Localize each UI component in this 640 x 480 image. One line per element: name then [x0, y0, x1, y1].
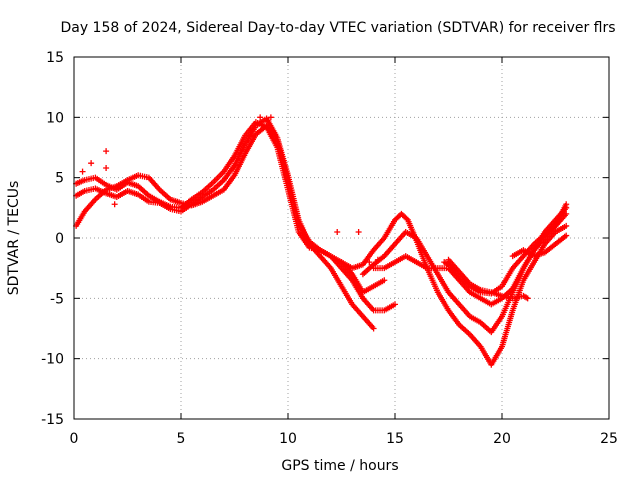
data-point: [103, 165, 110, 172]
data-point: [257, 114, 264, 121]
data-point: [267, 114, 274, 121]
series-satellite-track-B: [73, 115, 377, 332]
y-tick-label: 5: [55, 171, 64, 187]
data-point: [563, 210, 570, 217]
series-satellite-track-C: [73, 122, 398, 314]
x-tick-label: 0: [70, 431, 79, 447]
data-point: [370, 325, 377, 332]
data-point: [392, 301, 398, 308]
x-tick-label: 5: [177, 431, 186, 447]
data-point: [374, 256, 381, 263]
x-tick-label: 10: [279, 431, 297, 447]
data-point: [111, 201, 118, 208]
data-point: [563, 204, 570, 211]
x-tick-label: 15: [386, 431, 404, 447]
y-axis-label: SDTVAR / TECUs: [6, 181, 22, 296]
grid: [74, 57, 609, 419]
plot-frame: [73, 56, 610, 420]
series-satellite-track-I: [509, 232, 570, 260]
y-tick-label: 15: [46, 50, 64, 66]
chart-title: Day 158 of 2024, Sidereal Day-to-day VTE…: [60, 20, 615, 36]
series-satellite-track-H: [445, 256, 531, 302]
series-scattered-spikes: [79, 114, 381, 266]
y-tick-label: -5: [50, 291, 64, 307]
data-point: [103, 148, 110, 155]
x-tick-label: 20: [493, 431, 511, 447]
y-tick-label: 0: [55, 231, 64, 247]
x-axis-label: GPS time / hours: [281, 458, 398, 474]
data-point: [403, 215, 410, 222]
y-tick-label: -10: [41, 352, 64, 368]
data-point: [88, 160, 95, 167]
data-point: [381, 277, 388, 284]
series-satellite-track-F: [370, 204, 570, 308]
data-point: [79, 168, 86, 175]
data-point: [563, 222, 570, 229]
data-point: [524, 295, 531, 302]
data-point: [334, 228, 341, 235]
data-points: [73, 114, 570, 368]
data-point: [563, 232, 570, 239]
x-tick-label: 25: [600, 431, 618, 447]
series-satellite-track-D: [338, 210, 570, 368]
data-point: [366, 259, 373, 266]
y-tick-label: 10: [46, 110, 64, 126]
data-point: [355, 228, 362, 235]
y-tick-label: -15: [41, 412, 64, 428]
